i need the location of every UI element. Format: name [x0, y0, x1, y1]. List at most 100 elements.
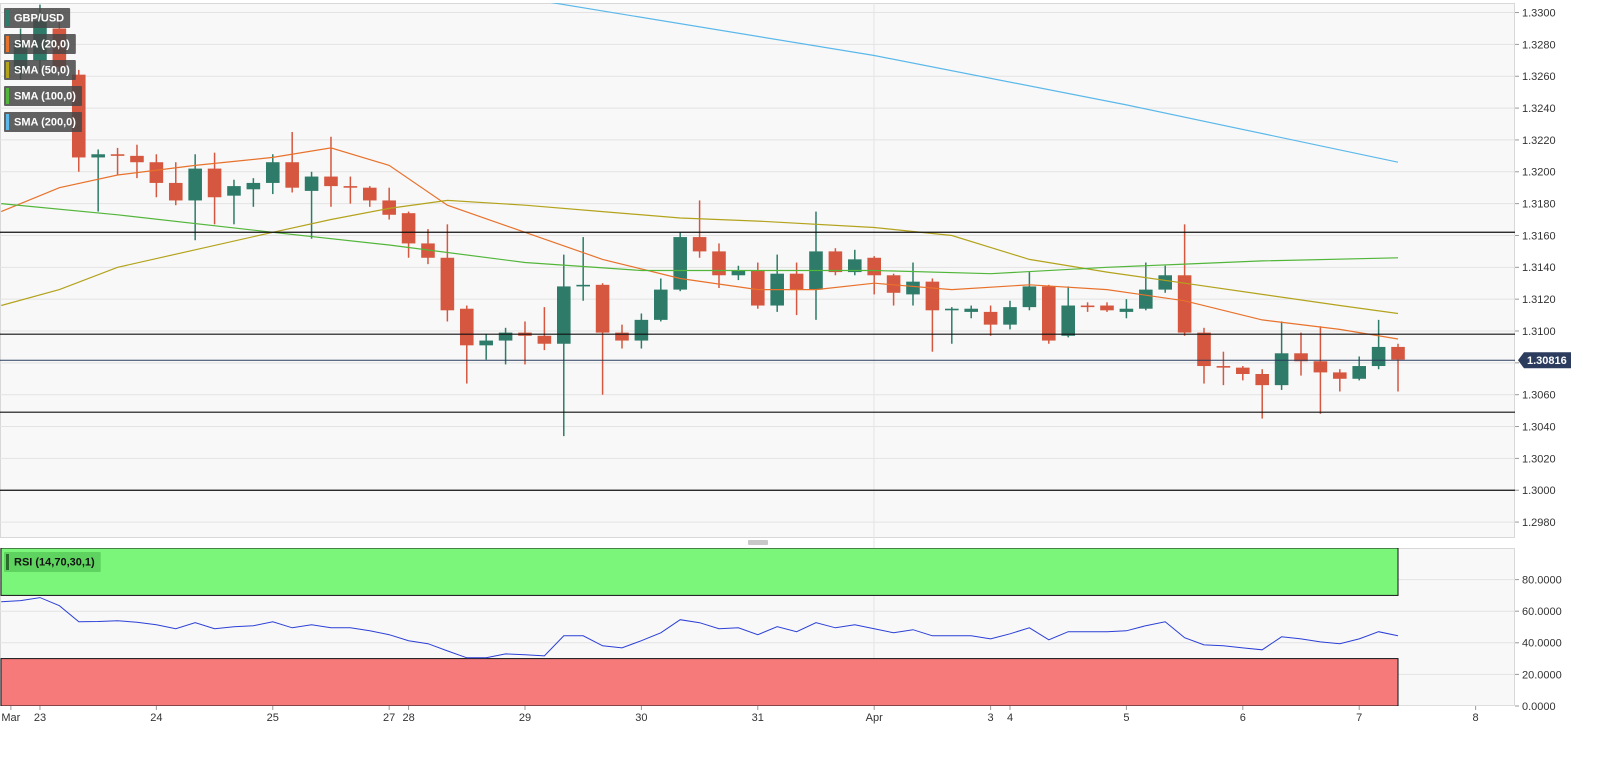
legend-swatch: [6, 62, 9, 78]
sma-line: [1, 199, 1399, 315]
y-tick-label: 1.3140: [1522, 262, 1556, 274]
candle-body: [1177, 275, 1192, 333]
candle-body: [867, 257, 881, 276]
legend-item[interactable]: [4, 34, 76, 54]
candle-body: [1236, 367, 1250, 374]
candle-body: [789, 273, 804, 290]
legend-label: RSI (14,70,30,1): [14, 556, 95, 568]
candle-body: [828, 251, 843, 273]
candle-body: [304, 176, 319, 191]
y-tick-label: 1.3120: [1522, 294, 1556, 306]
candle-body: [576, 284, 590, 287]
y-tick-label: 1.3200: [1522, 167, 1556, 179]
candle-body: [110, 154, 125, 156]
candle-body: [556, 286, 571, 344]
y-tick-label: 1.3040: [1522, 421, 1556, 433]
candle-body: [692, 237, 707, 252]
x-tick-label: 5: [1123, 712, 1129, 724]
x-tick-label: 27: [383, 712, 395, 724]
candle-body: [1003, 307, 1017, 325]
candle-body: [1371, 346, 1386, 367]
candle-body: [1061, 305, 1075, 336]
candle-body: [1139, 289, 1153, 309]
legend-swatch: [6, 10, 9, 26]
candle-body: [1391, 346, 1405, 360]
candle-body: [615, 332, 629, 341]
y-tick-label: 1.3160: [1522, 230, 1556, 242]
x-tick-label: 4: [1007, 712, 1013, 724]
x-tick-label: 25: [267, 712, 279, 724]
x-tick-label: 7: [1356, 712, 1362, 724]
candle-body: [459, 308, 474, 346]
legend: GBP/USD SMA (20,0) SMA (50,0) SMA (100,0) SM…: [4, 8, 101, 572]
sma-line: [550, 3, 1399, 163]
legend-item[interactable]: [4, 86, 82, 106]
y-tick-label: 1.3300: [1522, 7, 1556, 19]
panel-resize-handle[interactable]: [748, 540, 768, 545]
y-tick-label: 1.3220: [1522, 135, 1556, 147]
legend-item[interactable]: [4, 112, 82, 132]
candle-body: [91, 154, 105, 158]
y-tick-label: 1.3000: [1522, 485, 1556, 497]
rsi-band: [0, 548, 1399, 596]
rsi-line: [1, 597, 1399, 659]
y-tick-label: 60.0000: [1522, 606, 1562, 618]
candle-body: [712, 251, 726, 276]
y-tick-label: 1.3280: [1522, 39, 1556, 51]
x-tick-label: 24: [150, 712, 162, 724]
candle-body: [653, 289, 668, 320]
candle-body: [1216, 366, 1231, 368]
candle-body: [595, 284, 610, 333]
y-tick-label: 1.3060: [1522, 390, 1556, 402]
y-tick-label: 1.3240: [1522, 103, 1556, 115]
legend-label: SMA (50,0): [14, 64, 70, 76]
candle-body: [1274, 353, 1289, 386]
candle-body: [362, 187, 377, 201]
candle-body: [149, 162, 164, 183]
y-tick-label: 1.3260: [1522, 71, 1556, 83]
candle-body: [731, 270, 746, 276]
y-tick-label: 1.3180: [1522, 199, 1556, 211]
candle-body: [1042, 286, 1056, 341]
legend-label: SMA (20,0): [14, 38, 70, 50]
x-tick-label: Apr: [866, 712, 883, 724]
candle-body: [343, 186, 358, 188]
sma-line: [0, 147, 1399, 340]
candle-body: [246, 182, 261, 190]
candle-body: [498, 332, 513, 341]
candle-body: [925, 281, 940, 311]
candle-body: [1333, 372, 1347, 379]
legend-item[interactable]: [4, 60, 76, 80]
candle-body: [227, 186, 241, 196]
price-plot: [0, 3, 1515, 523]
legend-label: SMA (100,0): [14, 90, 76, 102]
legend-item[interactable]: [4, 8, 71, 28]
candle-body: [265, 162, 280, 183]
y-tick-label: 80.0000: [1522, 575, 1562, 587]
candle-body: [382, 200, 396, 215]
candle-body: [440, 257, 455, 311]
rsi-band: [0, 658, 1399, 706]
x-tick-label: 23: [34, 712, 46, 724]
candle-body: [673, 237, 687, 290]
y-tick-label: 20.0000: [1522, 669, 1562, 681]
legend-swatch: [6, 88, 9, 104]
candle-body: [1294, 353, 1308, 362]
x-tick-label: 28: [402, 712, 414, 724]
legend-item[interactable]: [4, 552, 101, 572]
y-tick-label: 40.0000: [1522, 638, 1562, 650]
candle-body: [945, 308, 959, 311]
legend-label: SMA (200,0): [14, 116, 76, 128]
candle-body: [906, 281, 920, 295]
candle-body: [1158, 275, 1172, 290]
rsi-plot: [0, 548, 1515, 706]
y-tick-label: 1.2980: [1522, 517, 1556, 529]
candle-body: [1313, 361, 1328, 373]
candle-body: [983, 311, 998, 325]
candle-body: [537, 335, 552, 344]
candle-body: [479, 340, 493, 346]
last-price-marker: [1518, 352, 1571, 369]
x-tick-label: 6: [1240, 712, 1246, 724]
candle-body: [401, 213, 416, 244]
